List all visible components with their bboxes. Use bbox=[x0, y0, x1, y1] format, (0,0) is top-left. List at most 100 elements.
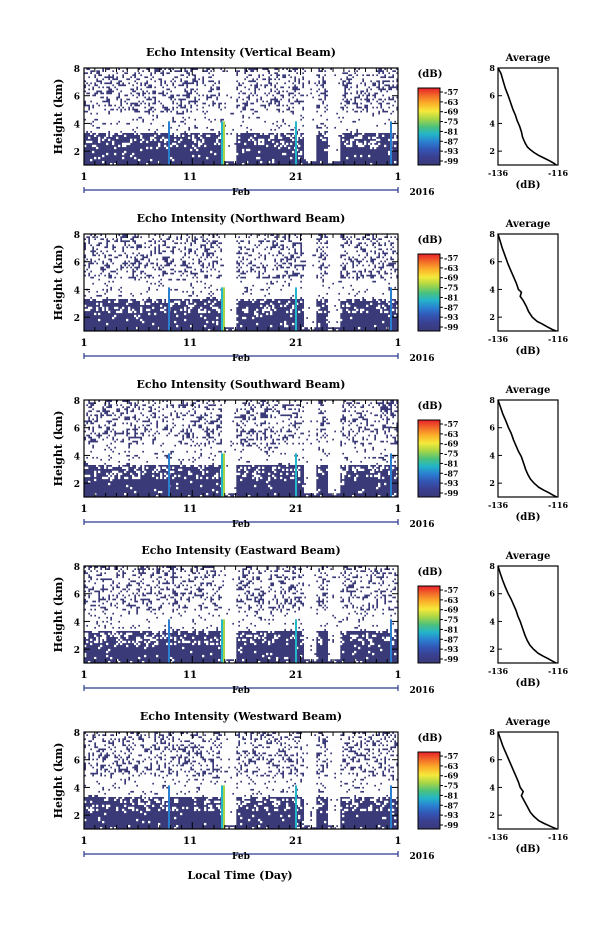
heatmap-cell bbox=[314, 78, 317, 81]
heatmap-cell bbox=[272, 92, 275, 95]
heatmap-cell bbox=[230, 116, 233, 119]
heatmap-cell bbox=[100, 278, 103, 281]
heatmap-cell bbox=[266, 98, 269, 101]
heatmap-cell bbox=[268, 88, 271, 91]
heatmap-cell bbox=[208, 134, 211, 138]
heatmap-cell bbox=[258, 80, 261, 83]
heatmap-cell bbox=[94, 278, 97, 281]
heatmap-cell bbox=[224, 148, 227, 152]
heatmap-cell bbox=[86, 120, 89, 123]
heatmap-cell bbox=[340, 88, 343, 91]
heatmap-cell bbox=[164, 112, 167, 115]
heatmap-cell bbox=[244, 90, 247, 93]
heatmap-cell bbox=[342, 90, 345, 93]
heatmap-cell bbox=[160, 128, 163, 131]
heatmap-cell bbox=[330, 108, 333, 111]
heatmap-cell bbox=[378, 122, 381, 125]
heatmap-cell bbox=[286, 120, 289, 123]
heatmap-cell bbox=[212, 92, 215, 95]
heatmap-cell bbox=[314, 154, 317, 158]
heatmap-cell bbox=[170, 86, 173, 89]
heatmap-cell bbox=[322, 128, 325, 131]
heatmap-cell bbox=[296, 114, 299, 117]
heatmap-cell bbox=[300, 78, 303, 81]
heatmap-cell bbox=[180, 130, 183, 133]
heatmap-cell bbox=[128, 110, 131, 113]
heatmap-cell bbox=[342, 100, 345, 103]
heatmap-cell bbox=[308, 150, 311, 154]
heatmap-cell bbox=[192, 108, 195, 111]
heatmap-cell bbox=[314, 92, 317, 95]
heatmap-cell bbox=[86, 282, 89, 285]
heatmap-cell bbox=[380, 74, 383, 77]
heatmap-cell bbox=[158, 84, 161, 87]
heatmap-cell bbox=[326, 114, 329, 117]
heatmap-cell bbox=[140, 86, 143, 89]
heatmap-cell bbox=[286, 122, 289, 125]
heatmap-cell bbox=[124, 120, 127, 123]
heatmap-cell bbox=[106, 248, 109, 251]
heatmap-cell bbox=[190, 86, 193, 89]
heatmap-cell bbox=[308, 70, 311, 73]
heatmap-cell bbox=[336, 122, 339, 125]
heatmap-cell bbox=[334, 72, 337, 75]
heatmap-cell bbox=[224, 108, 227, 111]
heatmap-cell bbox=[154, 106, 157, 109]
heatmap-cell bbox=[90, 120, 93, 123]
heatmap-cell bbox=[284, 124, 287, 127]
heatmap-cell bbox=[224, 74, 227, 77]
heatmap-cell bbox=[182, 134, 185, 138]
heatmap-cell bbox=[224, 96, 227, 99]
heatmap-cell bbox=[278, 98, 281, 101]
heatmap-cell bbox=[88, 244, 91, 247]
heatmap-cell bbox=[168, 98, 171, 101]
heatmap-cell bbox=[148, 74, 151, 77]
heatmap-cell bbox=[258, 128, 261, 131]
heatmap-cell bbox=[224, 114, 227, 117]
heatmap-cell bbox=[240, 106, 243, 109]
heatmap-cell bbox=[392, 106, 395, 109]
heatmap-cell bbox=[296, 118, 299, 121]
heatmap-cell bbox=[92, 98, 95, 101]
heatmap-cell bbox=[320, 108, 323, 111]
heatmap-cell bbox=[98, 262, 101, 265]
heatmap-cell bbox=[270, 80, 273, 83]
heatmap-cell bbox=[190, 126, 193, 129]
heatmap-cell bbox=[306, 114, 309, 117]
heatmap-cell bbox=[352, 100, 355, 103]
heatmap-cell bbox=[330, 94, 333, 97]
heatmap-cell bbox=[194, 108, 197, 111]
heatmap-cell bbox=[386, 108, 389, 111]
heatmap-cell bbox=[248, 102, 251, 105]
heatmap-cell bbox=[112, 266, 115, 269]
heatmap-cell bbox=[186, 102, 189, 105]
heatmap-cell bbox=[368, 108, 371, 111]
heatmap-cell bbox=[338, 132, 341, 135]
heatmap-cell bbox=[308, 158, 311, 162]
heatmap-cell bbox=[376, 96, 379, 99]
heatmap-cell bbox=[214, 72, 217, 75]
heatmap-cell bbox=[92, 92, 95, 95]
heatmap-cell bbox=[232, 106, 235, 109]
heatmap-cell bbox=[306, 126, 309, 129]
heatmap-cell bbox=[356, 78, 359, 81]
heatmap-cell bbox=[114, 108, 117, 111]
heatmap-cell bbox=[348, 112, 351, 115]
heatmap-cell bbox=[94, 244, 97, 247]
heatmap-cell bbox=[390, 94, 393, 97]
heatmap-cell bbox=[368, 142, 371, 146]
heatmap-cell bbox=[364, 126, 367, 129]
heatmap-cell bbox=[266, 86, 269, 89]
heatmap-cell bbox=[214, 78, 217, 81]
heatmap-cell bbox=[148, 90, 151, 93]
heatmap-cell bbox=[294, 102, 297, 105]
heatmap-cell bbox=[298, 116, 301, 119]
heatmap-cell bbox=[232, 100, 235, 103]
heatmap-cell bbox=[336, 90, 339, 93]
heatmap-cell bbox=[166, 102, 169, 105]
heatmap-cell bbox=[92, 280, 95, 283]
heatmap-cell bbox=[212, 86, 215, 89]
heatmap-cell bbox=[238, 86, 241, 89]
heatmap-cell bbox=[250, 106, 253, 109]
heatmap-cell bbox=[372, 80, 375, 83]
